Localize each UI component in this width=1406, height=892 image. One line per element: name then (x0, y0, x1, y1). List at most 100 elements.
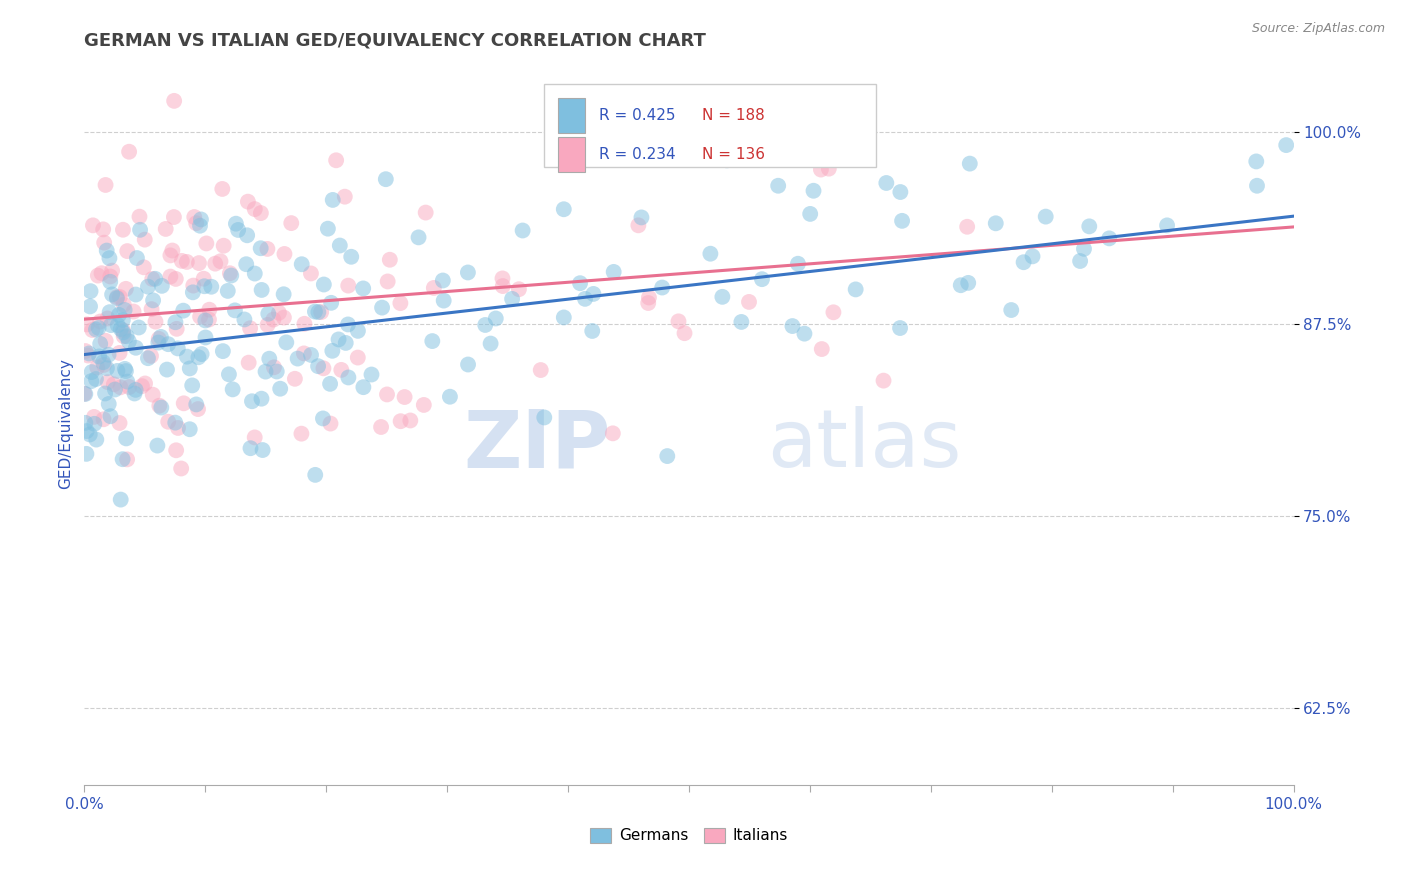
Point (236, 228, 259, 243)
Point (299, 348, 322, 362)
Point (219, 266, 242, 280)
Point (136, 351, 159, 366)
Point (1012, 255, 1035, 269)
Point (134, 233, 156, 247)
Point (716, 153, 738, 168)
Point (751, 272, 773, 286)
Point (104, 383, 127, 397)
Point (457, 265, 479, 279)
Point (312, 277, 335, 292)
Point (114, 362, 136, 376)
Point (1069, 254, 1091, 268)
Point (239, 321, 262, 335)
Point (97, 397, 120, 411)
Point (533, 410, 555, 425)
Point (891, 214, 914, 228)
Point (263, 360, 285, 375)
FancyBboxPatch shape (544, 84, 876, 167)
Point (179, 422, 201, 436)
Text: N = 136: N = 136 (702, 147, 765, 162)
Point (148, 335, 170, 350)
Point (79, 284, 101, 298)
Point (115, 364, 138, 378)
Point (730, 315, 752, 329)
Point (787, 257, 810, 271)
Point (187, 402, 209, 417)
Point (266, 364, 288, 378)
Point (304, 467, 326, 482)
Point (110, 322, 132, 336)
Point (501, 292, 523, 306)
Point (77, 346, 100, 360)
Point (82, 323, 104, 337)
Point (86, 360, 108, 375)
Point (690, 150, 713, 164)
Point (257, 307, 280, 321)
Point (243, 202, 266, 216)
Point (148, 332, 170, 346)
Point (238, 356, 260, 370)
Point (108, 346, 131, 360)
Point (156, 362, 179, 376)
Point (249, 241, 271, 255)
Point (115, 282, 138, 296)
Point (173, 396, 195, 410)
Point (132, 260, 155, 275)
Point (582, 287, 605, 301)
Point (637, 296, 659, 310)
Point (457, 358, 479, 372)
Point (89, 336, 111, 351)
Point (143, 272, 166, 286)
Point (149, 330, 172, 344)
Point (94, 386, 117, 401)
Point (325, 153, 347, 168)
Point (157, 415, 180, 429)
Point (172, 303, 194, 318)
Point (98, 251, 121, 265)
Point (94, 178, 117, 192)
Point (115, 431, 138, 445)
Point (1246, 154, 1268, 169)
Point (508, 282, 530, 296)
Point (256, 242, 278, 256)
Point (124, 386, 146, 401)
Point (181, 378, 204, 392)
Text: N = 188: N = 188 (702, 108, 765, 123)
Point (111, 223, 134, 237)
FancyBboxPatch shape (558, 137, 585, 172)
Point (360, 368, 382, 382)
Point (82, 219, 104, 233)
Point (193, 279, 215, 293)
Point (337, 370, 360, 384)
Point (294, 317, 316, 331)
Point (267, 306, 290, 320)
Point (412, 398, 434, 412)
Point (240, 394, 263, 409)
Point (375, 387, 398, 401)
Point (415, 205, 437, 219)
Point (817, 161, 839, 176)
Point (100, 409, 122, 424)
Point (83, 409, 105, 424)
Point (186, 397, 208, 411)
Point (159, 248, 181, 262)
Point (187, 351, 209, 365)
Point (335, 335, 357, 350)
Point (377, 275, 399, 289)
Point (823, 305, 845, 319)
Point (150, 278, 173, 293)
Point (212, 238, 235, 252)
Point (111, 323, 134, 337)
Point (312, 411, 335, 425)
Point (108, 290, 131, 304)
Point (110, 492, 132, 507)
Point (233, 312, 256, 326)
Point (219, 268, 242, 283)
Point (1021, 249, 1043, 263)
Point (370, 420, 392, 434)
Point (1098, 231, 1121, 245)
Point (316, 221, 339, 235)
Point (87, 268, 110, 283)
Point (98, 275, 121, 289)
Point (167, 421, 190, 435)
